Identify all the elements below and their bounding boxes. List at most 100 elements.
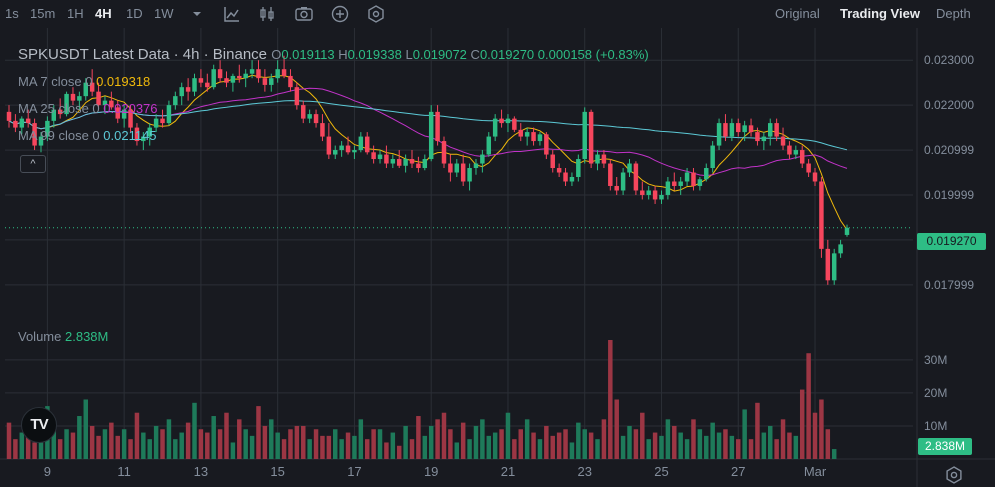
timeframe-1s[interactable]: 1s (5, 6, 19, 21)
volume-bar (294, 425, 300, 459)
candle-body (364, 136, 370, 153)
tab-original[interactable]: Original (775, 6, 820, 21)
volume-bar (556, 432, 562, 459)
volume-bar (492, 432, 498, 459)
candle-body (294, 87, 300, 106)
volume-bar (32, 442, 37, 459)
volume-bar (537, 439, 543, 459)
volume-bar (205, 432, 210, 459)
grid (0, 28, 995, 487)
candlestick-icon[interactable] (257, 4, 277, 24)
candle-body (537, 134, 543, 142)
symbol-title: SPKUSDT Latest Data · 4h · Binance (18, 46, 268, 63)
volume-bar (237, 419, 242, 459)
chevron-down-icon[interactable] (187, 4, 207, 24)
candle-body (582, 111, 587, 160)
candle-body (249, 69, 255, 74)
price-tick-label: 0.017999 (924, 278, 974, 292)
candle-body (371, 152, 376, 160)
ma99-value: 0.021145 (103, 128, 157, 143)
candle-body (64, 93, 69, 115)
timeframe-1h[interactable]: 1H (67, 6, 84, 21)
volume-bar (102, 429, 108, 459)
volume-bar (89, 425, 95, 459)
candle-body (211, 69, 216, 88)
candle-body (665, 181, 671, 195)
candle-body (512, 118, 517, 130)
volume-bar (243, 429, 248, 459)
plus-circle-icon[interactable] (330, 4, 350, 24)
tab-trading-view[interactable]: Trading View (840, 6, 920, 21)
candle-body (563, 172, 568, 182)
candle-body (806, 163, 811, 173)
open-value: 0.019113 (281, 47, 335, 62)
candle-body (710, 145, 715, 169)
volume-bar (787, 432, 792, 459)
timeframe-15m[interactable]: 15m (30, 6, 56, 21)
volume-bar (160, 429, 165, 459)
candle-body (89, 82, 95, 92)
volume-bar (774, 439, 779, 459)
gear-icon[interactable] (944, 465, 964, 485)
candle-body (460, 163, 466, 182)
volume-bar (736, 439, 741, 459)
candle-body (825, 248, 831, 281)
candle-body (435, 111, 440, 142)
candle-body (217, 69, 223, 79)
candle-body (531, 132, 536, 142)
volume-bar (588, 432, 594, 459)
volume-bar (620, 435, 626, 459)
tab-depth[interactable]: Depth (936, 6, 971, 21)
ma7-legend: MA 7 close 0 0.019318 (18, 74, 150, 89)
candle-body (281, 69, 287, 76)
timeframe-1w[interactable]: 1W (154, 6, 174, 21)
candle-body (441, 141, 447, 164)
volume-bar (812, 412, 818, 459)
volume-bar (198, 429, 204, 459)
candle-body (723, 123, 728, 137)
volume-bar (627, 425, 632, 459)
candle-body (480, 154, 485, 164)
volume-bar (742, 409, 747, 459)
candle-body (160, 118, 165, 124)
volume-bar (505, 412, 511, 459)
volume-bar (780, 419, 786, 459)
settings-hex-icon[interactable] (366, 4, 386, 24)
volume-bar (96, 435, 101, 459)
candle-body (684, 172, 690, 182)
volume-bar (230, 442, 236, 459)
candlestick-chart[interactable]: 0.0230000.0220000.0209990.0199990.018999… (0, 28, 995, 487)
volume-bar (409, 439, 415, 459)
candle-body (793, 150, 799, 155)
moving-averages (8, 74, 848, 231)
line-drawing-icon[interactable] (222, 4, 242, 24)
collapse-legend-button[interactable]: ^ (20, 155, 46, 173)
volume-bar (281, 439, 287, 459)
volume-bar (652, 432, 658, 459)
volume-bar (460, 422, 466, 459)
volume-bar (25, 425, 31, 459)
volume-bar (716, 432, 722, 459)
candle-body (269, 78, 274, 85)
volume-bar (166, 419, 172, 459)
candle-body (153, 118, 159, 128)
volume-bar (326, 435, 332, 459)
volume-bar (64, 429, 69, 459)
timeframe-4h[interactable]: 4H (95, 6, 112, 21)
volume-bar (345, 432, 351, 459)
candle-body (787, 145, 792, 155)
candle-body (147, 127, 152, 137)
candle-body (729, 123, 735, 137)
candle-body (576, 159, 581, 177)
camera-icon[interactable] (294, 4, 314, 24)
candle-body (748, 125, 754, 133)
volume-bar (416, 416, 421, 459)
volume-bar (729, 435, 735, 459)
candle-body (505, 118, 511, 124)
volume-tick-label: 30M (924, 353, 947, 367)
volume-bar (396, 445, 402, 459)
volume-label: Volume (18, 329, 62, 344)
timeframe-1d[interactable]: 1D (126, 6, 143, 21)
candle-body (185, 87, 191, 92)
candle-body (799, 150, 805, 164)
